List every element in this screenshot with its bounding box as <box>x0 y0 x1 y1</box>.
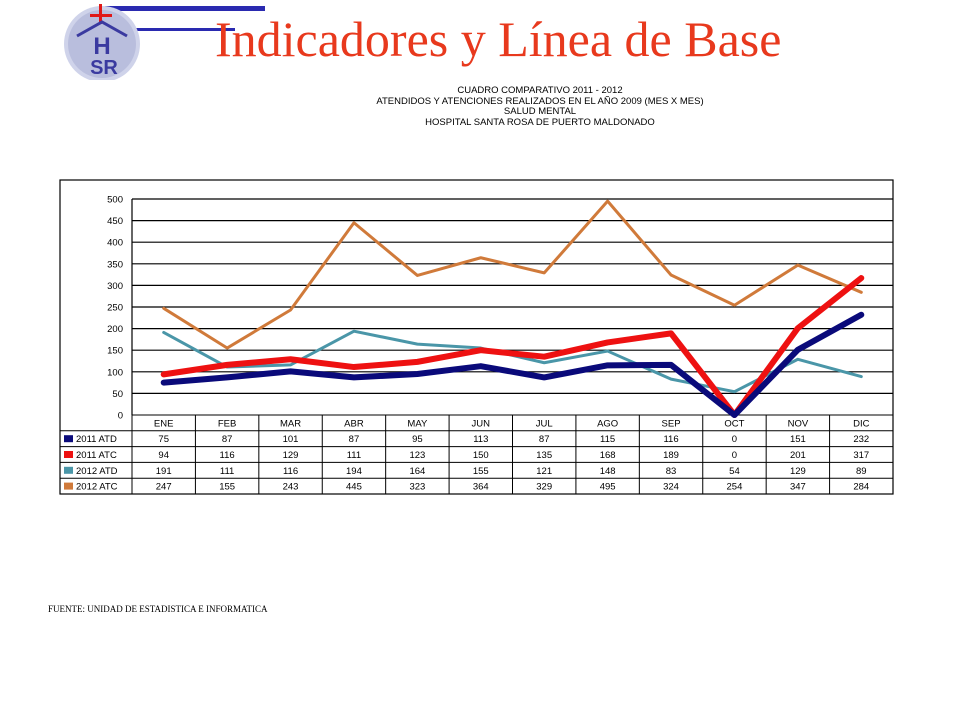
chart-title-line: ATENDIDOS Y ATENCIONES REALIZADOS EN EL … <box>376 95 704 107</box>
data-table-cell: 329 <box>536 482 552 493</box>
logo-letters-sr: SR <box>90 57 118 79</box>
data-table-cell: 111 <box>347 450 361 461</box>
data-table-cell: 87 <box>539 434 550 445</box>
data-table-cell: 89 <box>856 466 867 477</box>
data-table-cell: 194 <box>346 466 362 477</box>
legend-swatch <box>64 482 73 490</box>
data-table-cell: 115 <box>600 434 615 445</box>
logo-letter-h: H <box>93 33 110 60</box>
data-table-cell: 116 <box>663 434 678 445</box>
x-tick-label: JUN <box>472 418 491 429</box>
data-table-cell: 148 <box>600 466 616 477</box>
data-table-cell: 323 <box>409 482 425 493</box>
data-table-cell: 83 <box>666 466 677 477</box>
data-table-cell: 243 <box>283 482 299 493</box>
data-table-cell: 155 <box>219 482 235 493</box>
x-tick-label: ENE <box>154 418 174 429</box>
data-table-cell: 151 <box>790 434 806 445</box>
data-table-cell: 150 <box>473 450 489 461</box>
data-table-cell: 116 <box>220 450 235 461</box>
data-table-cell: 445 <box>346 482 362 493</box>
chart-title-block: CUADRO COMPARATIVO 2011 - 2012 ATENDIDOS… <box>340 85 740 128</box>
y-tick-label: 200 <box>107 324 123 335</box>
legend-label: 2011 ATD <box>76 434 117 445</box>
x-tick-label: OCT <box>724 418 744 429</box>
source-note: FUENTE: UNIDAD DE ESTADISTICA E INFORMAT… <box>48 604 268 614</box>
data-table-cell: 191 <box>156 466 172 477</box>
y-tick-label: 450 <box>107 216 123 227</box>
data-table-cell: 135 <box>536 450 552 461</box>
x-tick-label: DIC <box>853 418 870 429</box>
y-tick-label: 300 <box>107 281 123 292</box>
y-tick-label: 150 <box>107 346 123 357</box>
y-tick-label: 400 <box>107 238 123 249</box>
data-table-cell: 129 <box>790 466 806 477</box>
x-tick-label: FEB <box>218 418 236 429</box>
series-line <box>160 311 865 418</box>
data-table-cell: 495 <box>600 482 616 493</box>
legend-label: 2012 ATD <box>76 466 118 477</box>
data-table-cell: 123 <box>409 450 425 461</box>
data-table-cell: 164 <box>409 466 425 477</box>
data-table-cell: 111 <box>220 466 234 477</box>
y-tick-label: 100 <box>107 367 123 378</box>
x-tick-label: ABR <box>344 418 364 429</box>
x-tick-label: JUL <box>536 418 553 429</box>
legend-label: 2012 ATC <box>76 482 118 493</box>
hospital-logo: H SR <box>64 4 265 80</box>
legend-swatch <box>64 451 73 458</box>
x-tick-label: MAY <box>407 418 428 429</box>
data-table-cell: 113 <box>473 434 488 445</box>
series-line <box>162 199 863 350</box>
data-table-cell: 87 <box>222 434 233 445</box>
data-table-cell: 0 <box>732 450 737 461</box>
chart-title-line: HOSPITAL SANTA ROSA DE PUERTO MALDONADO <box>425 116 655 128</box>
x-tick-label: SEP <box>662 418 681 429</box>
data-table-cell: 364 <box>473 482 489 493</box>
data-table-cell: 317 <box>853 450 869 461</box>
legend-swatch <box>64 435 73 443</box>
y-tick-label: 50 <box>112 389 123 400</box>
data-table-cell: 94 <box>158 450 169 461</box>
data-table-cell: 0 <box>732 434 737 445</box>
legend-swatch <box>64 466 73 474</box>
data-table-cell: 347 <box>790 482 806 493</box>
data-table-cell: 324 <box>663 482 679 493</box>
chart-frame <box>59 179 894 495</box>
data-table-cell: 189 <box>663 450 679 461</box>
data-table-cell: 116 <box>283 466 298 477</box>
x-tick-label: MAR <box>280 418 301 429</box>
y-tick-label: 350 <box>107 259 123 270</box>
data-table-cell: 254 <box>727 482 743 493</box>
data-table-cell: 168 <box>600 450 616 461</box>
data-table-cell: 247 <box>156 482 172 493</box>
data-table-cell: 54 <box>729 466 740 477</box>
x-tick-label: NOV <box>788 418 809 429</box>
y-tick-label: 500 <box>107 195 123 206</box>
chart-title-line: CUADRO COMPARATIVO 2011 - 2012 <box>457 85 623 96</box>
slide-title: Indicadores y Línea de Base <box>215 11 782 67</box>
legend-label: 2011 ATC <box>76 450 117 461</box>
y-tick-label: 250 <box>107 303 123 314</box>
data-table-cell: 129 <box>283 450 299 461</box>
data-table-cell: 121 <box>536 466 552 477</box>
x-tick-label: AGO <box>597 418 618 429</box>
data-table-cell: 87 <box>349 434 360 445</box>
data-table-cell: 155 <box>473 466 489 477</box>
data-table-cell: 232 <box>853 434 869 445</box>
data-table-cell: 284 <box>853 482 869 493</box>
data-table-cell: 75 <box>158 434 169 445</box>
chart-title-line: SALUD MENTAL <box>503 106 577 117</box>
y-tick-label: 0 <box>118 411 123 422</box>
data-table-cell: 201 <box>790 450 806 461</box>
data-table-cell: 95 <box>412 434 423 445</box>
data-table-cell: 101 <box>283 434 299 445</box>
